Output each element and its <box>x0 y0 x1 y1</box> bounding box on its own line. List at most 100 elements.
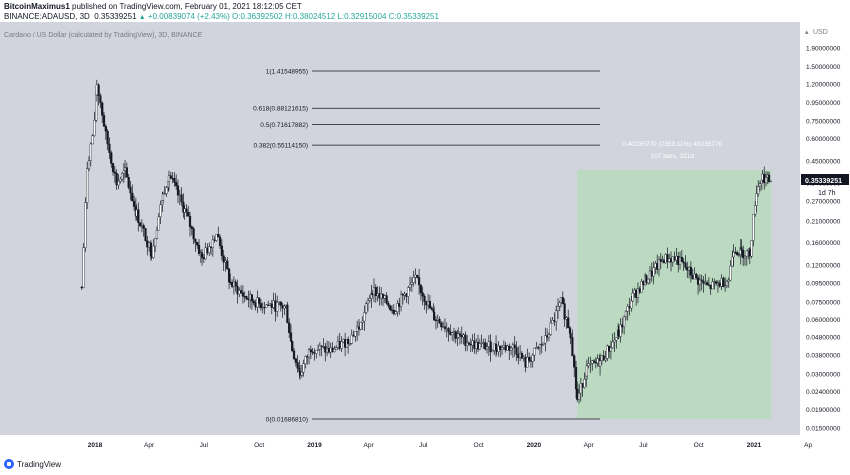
candle-body <box>671 256 674 263</box>
candle-body <box>241 292 245 297</box>
candle-body <box>460 334 463 338</box>
candle-body <box>600 355 603 361</box>
candle-body <box>97 84 100 96</box>
candle-body <box>325 348 329 353</box>
candle-body <box>617 329 620 337</box>
candle-body <box>394 311 397 315</box>
candle-body <box>680 256 683 262</box>
candle-body <box>742 249 745 259</box>
fib-level-label: 0.5(0.71617882) <box>260 122 308 129</box>
candle-body <box>713 281 716 283</box>
candle-body <box>104 126 107 132</box>
price-tick-label: 0.04800000 <box>806 334 841 341</box>
candle-body <box>540 344 543 346</box>
candle-body <box>538 344 542 348</box>
candle-body <box>419 284 422 293</box>
candle-body <box>664 254 667 264</box>
candle-body <box>686 267 689 271</box>
fibonacci-levels[interactable]: 1(1.41548955) 0.618(0.88121615) 0.5(0.7161… <box>253 69 600 424</box>
candle-body <box>89 143 92 161</box>
candle-body <box>350 334 353 344</box>
time-tick-label: 2020 <box>527 442 542 449</box>
candle-body <box>677 256 680 266</box>
candle-body <box>695 273 698 278</box>
candle-body <box>283 305 286 309</box>
candle-body <box>146 240 149 248</box>
candle-body <box>354 331 357 337</box>
price-tick-label: 1.20000000 <box>806 81 841 88</box>
price-change: +0.00839074 (+2.43%) <box>147 12 230 21</box>
candle-body <box>547 334 551 338</box>
candle-body <box>577 392 581 400</box>
candle-body <box>499 345 502 350</box>
candle-body <box>129 187 132 194</box>
candle-body <box>320 345 323 347</box>
time-tick-label: Oct <box>474 442 484 449</box>
candle-body <box>363 312 366 322</box>
candle-body <box>120 173 124 180</box>
candle-body <box>417 277 421 286</box>
candle-body <box>204 247 207 260</box>
price-tag-box <box>801 174 849 185</box>
candle-body <box>421 292 424 297</box>
candle-body <box>322 346 325 348</box>
fib-level-label: 1(1.41548955) <box>266 69 308 76</box>
candle-body <box>715 281 718 284</box>
candle-body <box>704 282 707 284</box>
candle-body <box>515 347 518 355</box>
candle-body <box>387 303 390 307</box>
candle-body <box>259 303 263 309</box>
price-tick-label: 0.07500000 <box>806 299 841 306</box>
candle-body <box>764 177 768 184</box>
price-tick-label: 0.75000000 <box>806 118 841 125</box>
candle-body <box>361 320 364 323</box>
candle-body <box>433 311 436 321</box>
candle-body <box>767 174 771 182</box>
candle-body <box>736 252 739 255</box>
candle-body <box>342 339 345 343</box>
candle-body <box>631 292 634 302</box>
time-axis[interactable] <box>0 435 850 455</box>
price-axis[interactable] <box>800 22 850 435</box>
chart-area[interactable]: Cardano / US Dollar (calculated by Tradi… <box>0 22 850 455</box>
candle-body <box>451 332 454 336</box>
candle-body <box>197 244 201 254</box>
candle-body <box>380 293 383 299</box>
candle-body <box>165 187 168 195</box>
candle-body <box>115 172 118 186</box>
candle-body <box>718 282 721 287</box>
candle-body <box>434 319 438 321</box>
candle-body <box>628 306 631 309</box>
candle-body <box>748 248 751 257</box>
candle-body <box>587 363 590 367</box>
candle-body <box>596 358 599 364</box>
candle-body <box>623 316 626 328</box>
fib-level-label: 0.382(0.55114150) <box>254 143 308 150</box>
candle-body <box>286 304 289 324</box>
candle-body <box>274 300 277 312</box>
candle-body <box>666 254 669 263</box>
price-range-measure[interactable]: 0.40235770 (2359.11%) 40235770 107 bars, … <box>577 141 772 419</box>
candle-body <box>727 279 730 282</box>
candle-body <box>311 351 314 353</box>
candle-body <box>669 258 673 263</box>
range-box[interactable] <box>577 169 772 419</box>
footer-brand: TradingView <box>4 459 61 469</box>
price-tick-label: 0.27000000 <box>806 199 841 206</box>
candle-body <box>581 383 584 388</box>
candle-body <box>416 274 419 278</box>
candle-body <box>357 326 361 330</box>
candle-body <box>484 342 487 350</box>
time-tick-label: Apr <box>584 442 595 449</box>
author-name[interactable]: BitcoinMaximus1 <box>4 2 70 11</box>
candle-body <box>292 350 296 359</box>
candle-body <box>471 340 474 346</box>
candle-body <box>220 245 223 256</box>
axis-menu-icon[interactable]: ▴ <box>805 29 809 36</box>
candle-body <box>467 342 471 345</box>
candle-body <box>509 347 513 351</box>
candle-body <box>754 205 757 215</box>
current-price-tag: 0.35339251 <box>801 174 849 185</box>
candle-body <box>399 294 403 307</box>
candle-body <box>304 356 307 364</box>
